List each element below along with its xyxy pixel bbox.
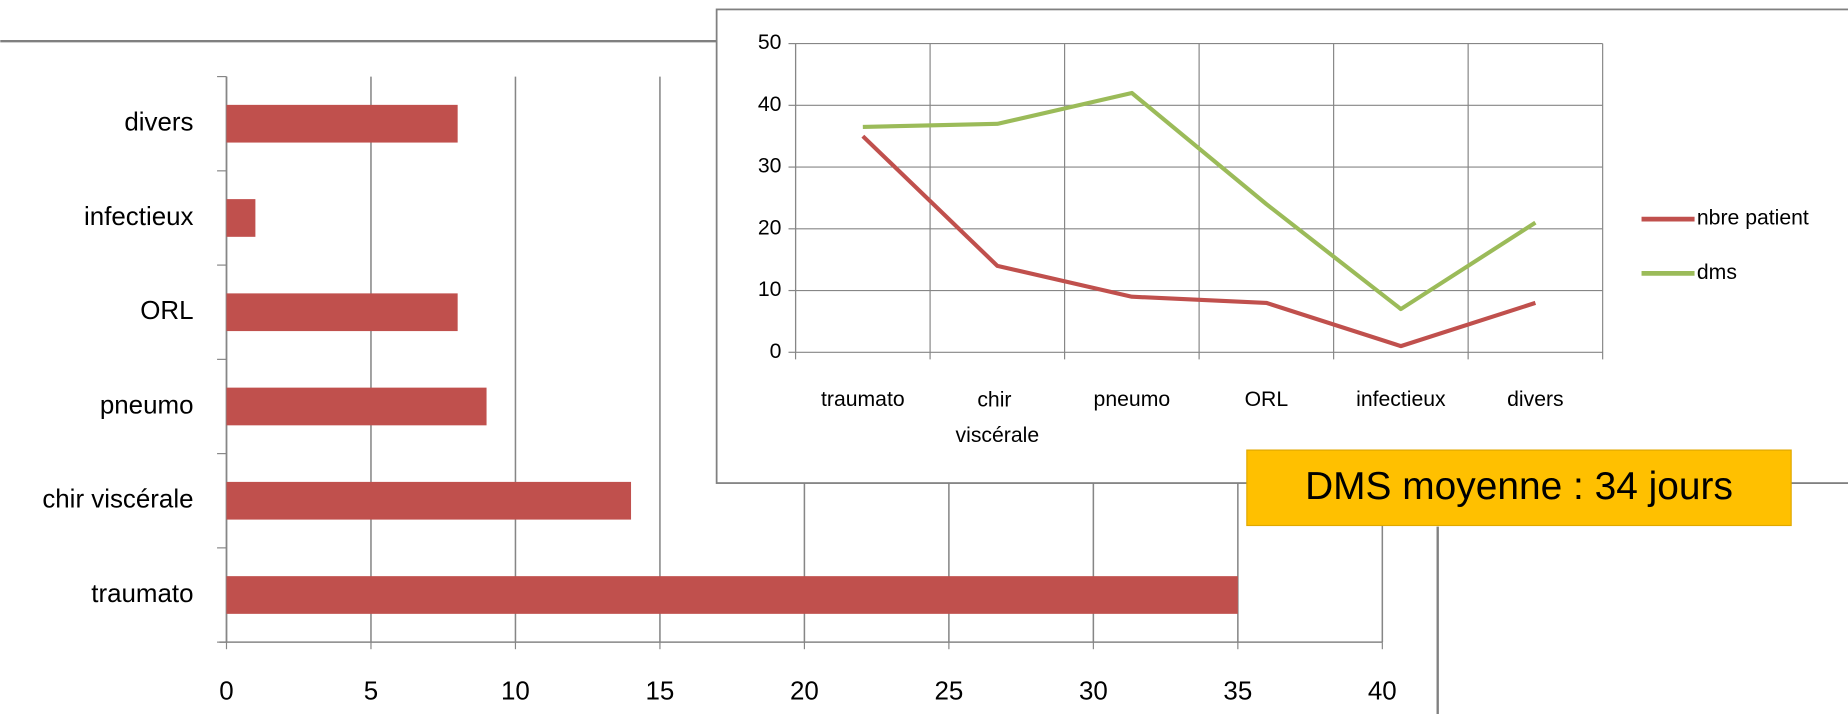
y-tick-label: 10 bbox=[758, 278, 782, 301]
legend-label: dms bbox=[1697, 261, 1737, 284]
x-tick-label: 5 bbox=[364, 678, 378, 706]
y-tick-label: pneumo bbox=[100, 391, 194, 419]
series-line bbox=[861, 134, 1537, 349]
line-chart-frame bbox=[715, 8, 1848, 484]
legend-label: nbre patient bbox=[1697, 207, 1809, 230]
bar bbox=[226, 199, 256, 237]
y-tick-label: 50 bbox=[758, 31, 782, 54]
annotation: DMS moyenne : 34 jours bbox=[1305, 465, 1733, 508]
annotation-box bbox=[1246, 449, 1792, 527]
x-tick-label: pneumo bbox=[1094, 388, 1171, 411]
y-tick-label: traumato bbox=[91, 580, 193, 608]
y-tick-label: 0 bbox=[770, 340, 782, 363]
x-tick-label: ORL bbox=[1245, 388, 1289, 411]
bar-chart: 0 5 10 15 20 25 30 35 40 traumato chir viscérale pn… bbox=[42, 75, 1397, 706]
line-chart: 0 10 20 30 40 50 traumato chir viscérale pneumo O… bbox=[758, 31, 1809, 446]
x-tick-label: 40 bbox=[1368, 678, 1397, 706]
y-tick-label: ORL bbox=[140, 297, 193, 325]
bar bbox=[226, 387, 487, 426]
y-tick-label: divers bbox=[124, 109, 193, 137]
x-tick-label: traumato bbox=[821, 388, 905, 411]
x-tick-label: 0 bbox=[219, 678, 233, 706]
x-tick-label: 35 bbox=[1223, 678, 1252, 706]
x-tick-label: 15 bbox=[646, 678, 675, 706]
bar bbox=[226, 104, 458, 143]
x-tick-label: 10 bbox=[501, 678, 530, 706]
y-tick-label: 40 bbox=[758, 93, 782, 116]
y-tick-label: chir viscérale bbox=[42, 486, 193, 514]
x-tick-label: chir viscérale bbox=[956, 388, 1040, 446]
x-tick-label: 30 bbox=[1079, 678, 1108, 706]
x-tick-label: 20 bbox=[790, 678, 819, 706]
y-tick-label: infectieux bbox=[84, 203, 193, 231]
x-tick-label: 25 bbox=[934, 678, 963, 706]
x-tick-label: infectieux bbox=[1356, 388, 1446, 411]
y-tick-label: 30 bbox=[758, 155, 782, 178]
bar bbox=[226, 481, 632, 520]
bar bbox=[226, 293, 458, 332]
y-tick-label: 20 bbox=[758, 216, 782, 239]
bar bbox=[226, 576, 1238, 614]
x-tick-label: divers bbox=[1507, 388, 1564, 411]
series-line bbox=[862, 90, 1537, 312]
